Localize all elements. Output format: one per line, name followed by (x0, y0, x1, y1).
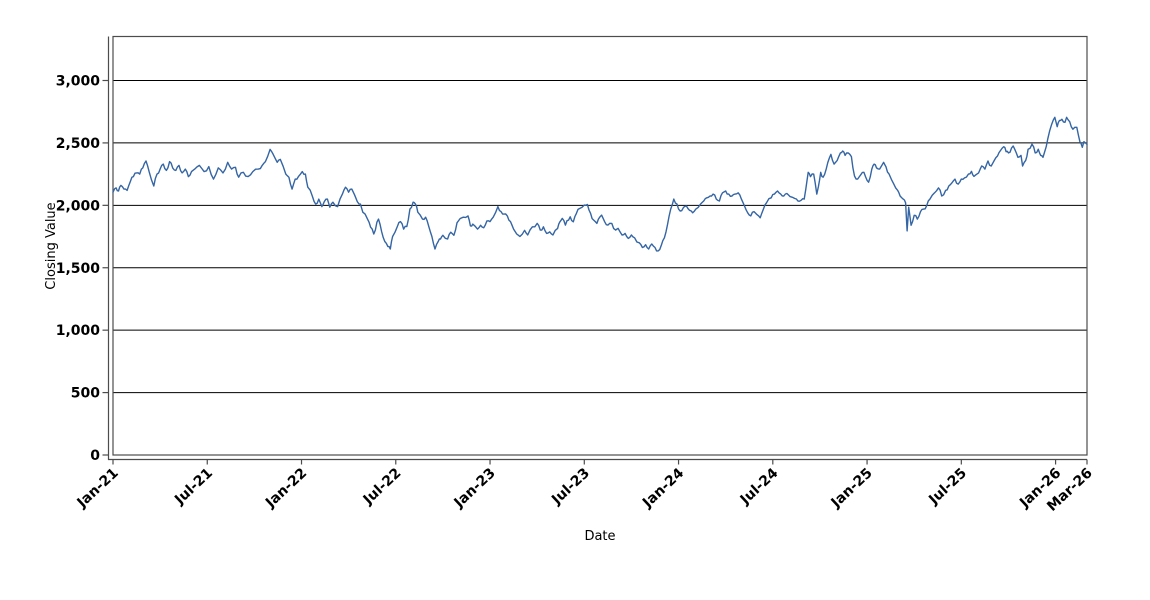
series-layer (112, 116, 1088, 252)
axes-frame-layer (107, 35, 1088, 461)
x-tick-label: Jan-23 (451, 465, 499, 511)
closing-value-line (112, 116, 1088, 252)
tick-marks-layer (102, 79, 1088, 465)
y-tick-label: 0 (90, 448, 100, 464)
y-tick-label: 2,000 (56, 198, 101, 214)
y-tick-label: 1,000 (56, 323, 101, 339)
plot-border (112, 35, 1088, 456)
x-tick-label: Jul-25 (925, 465, 970, 508)
y-tick-label: 1,500 (56, 261, 101, 277)
tick-labels-layer: 0 500 1,000 1,500 2,000 2,500 3,000 Jan-21 Jul-2… (56, 74, 1096, 515)
x-tick-label: Jul-21 (171, 465, 216, 508)
y-tick-label: 500 (71, 386, 100, 402)
x-tick-label: Jan-21 (74, 465, 122, 511)
x-tick-label: Jul-23 (548, 465, 593, 508)
x-tick-label: Jul-22 (360, 465, 405, 508)
y-axis-title: Closing Value (44, 202, 59, 289)
x-tick-label: Jan-24 (639, 465, 687, 512)
gridlines-layer (113, 80, 1087, 394)
y-tick-label: 2,500 (56, 136, 101, 152)
x-axis-title: Date (584, 529, 615, 544)
x-tick-label: Jan-25 (828, 465, 876, 511)
x-tick-label: Jul-24 (737, 465, 782, 508)
x-tick-label: Jan-22 (262, 465, 310, 511)
y-tick-label: 3,000 (56, 74, 101, 90)
